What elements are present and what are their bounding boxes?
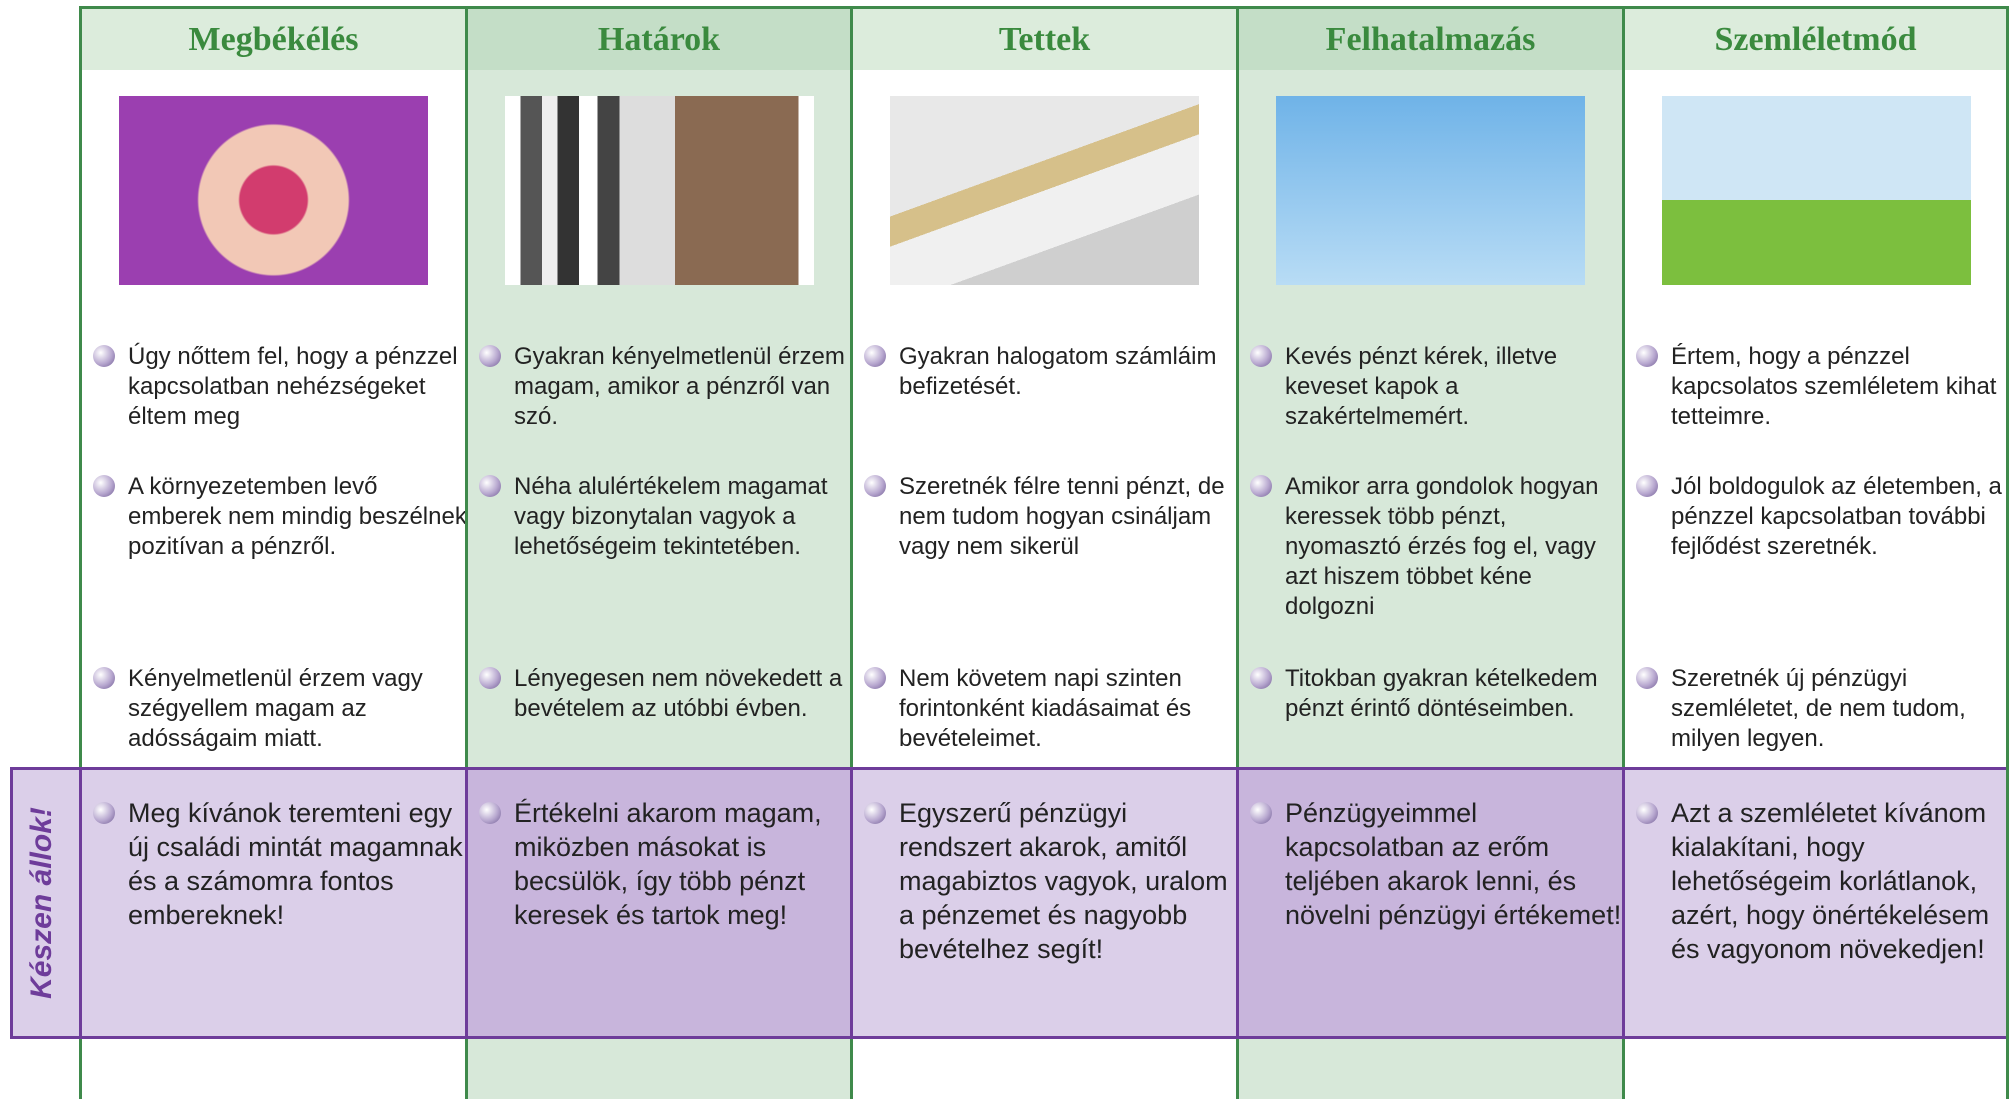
- ready-text: Értékelni akarom magam, miközben másokat…: [479, 796, 854, 932]
- column-image: [1276, 96, 1585, 285]
- ready-label: Pénzügyeimmel kapcsolatban az erőm teljé…: [1285, 798, 1622, 930]
- bullet-text: Néha alulértékelem magamat vagy bizonyta…: [479, 472, 854, 562]
- bullet-icon: [93, 345, 115, 367]
- column-title: Megbékélés: [82, 6, 465, 70]
- bullet-label: Gyakran halogatom számláim befizetését.: [899, 343, 1217, 400]
- bullet-icon: [1636, 667, 1658, 689]
- bullet-icon: [864, 667, 886, 689]
- bullet-text: Úgy nőttem fel, hogy a pénzzel kapcsolat…: [93, 342, 468, 432]
- ready-text: Egyszerű pénzügyi rendszert akarok, amit…: [864, 796, 1239, 966]
- column-title: Szemléletmód: [1625, 6, 2006, 70]
- bullet-icon: [1250, 667, 1272, 689]
- bullet-icon: [93, 667, 115, 689]
- bullet-icon: [93, 802, 115, 824]
- bullet-text: Kevés pénzt kérek, illetve keveset kapok…: [1250, 342, 1625, 432]
- ready-label: Értékelni akarom magam, miközben másokat…: [514, 798, 822, 930]
- ready-text: Meg kívánok teremteni egy új családi min…: [93, 796, 468, 932]
- bullet-text: Gyakran halogatom számláim befizetését.: [864, 342, 1239, 402]
- bullet-icon: [864, 345, 886, 367]
- ready-label: Meg kívánok teremteni egy új családi min…: [128, 798, 463, 930]
- bullet-label: Lényegesen nem növekedett a bevételem az…: [514, 665, 843, 722]
- bullet-text: Szeretnék új pénzügyi szemléletet, de ne…: [1636, 664, 2010, 754]
- bullet-text: Gyakran kényelmetlenül érzem magam, amik…: [479, 342, 854, 432]
- column-image: [890, 96, 1199, 285]
- ready-label: Egyszerű pénzügyi rendszert akarok, amit…: [899, 798, 1228, 964]
- bullet-icon: [864, 802, 886, 824]
- ready-label: Azt a szemléletet kívánom kialakítani, h…: [1671, 798, 1990, 964]
- bullet-icon: [1636, 475, 1658, 497]
- bullet-text: Titokban gyakran kételkedem pénzt érintő…: [1250, 664, 1625, 724]
- column: Megbékélés Úgy nőttem fel, hogy a pénzzel…: [79, 6, 468, 1099]
- ready-text: Pénzügyeimmel kapcsolatban az erőm teljé…: [1250, 796, 1625, 932]
- bullet-icon: [479, 802, 501, 824]
- ready-cell: Értékelni akarom magam, miközben másokat…: [465, 767, 850, 1039]
- column-title: Tettek: [853, 6, 1236, 70]
- ready-cell: Pénzügyeimmel kapcsolatban az erőm teljé…: [1236, 767, 1622, 1039]
- bullet-icon: [479, 345, 501, 367]
- column-image: [1662, 96, 1971, 285]
- bullet-icon: [1250, 802, 1272, 824]
- bullet-label: Amikor arra gondolok hogyan keressek töb…: [1285, 473, 1599, 620]
- side-label-box: Készen állok!: [8, 767, 76, 1039]
- column-image: [505, 96, 814, 285]
- column-title: Felhatalmazás: [1239, 6, 1622, 70]
- bullet-icon: [1636, 802, 1658, 824]
- bullet-label: Értem, hogy a pénzzel kapcsolatos szemlé…: [1671, 343, 1997, 430]
- bullet-label: Gyakran kényelmetlenül érzem magam, amik…: [514, 343, 845, 430]
- column-title: Határok: [468, 6, 850, 70]
- ready-cell: Egyszerű pénzügyi rendszert akarok, amit…: [850, 767, 1236, 1039]
- bullet-label: A környezetemben levő emberek nem mindig…: [128, 473, 467, 560]
- ready-text: Azt a szemléletet kívánom kialakítani, h…: [1636, 796, 2010, 966]
- bullet-text: Értem, hogy a pénzzel kapcsolatos szemlé…: [1636, 342, 2010, 432]
- bullet-icon: [1636, 345, 1658, 367]
- column: Tettek Gyakran halogatom számláim befizet…: [850, 6, 1236, 1099]
- column: Szemléletmód Értem, hogy a pénzzel kapcso…: [1622, 6, 2009, 1099]
- bullet-icon: [479, 475, 501, 497]
- bullet-icon: [93, 475, 115, 497]
- bullet-label: Úgy nőttem fel, hogy a pénzzel kapcsolat…: [128, 343, 458, 430]
- column-image: [119, 96, 428, 285]
- bullet-label: Szeretnék új pénzügyi szemléletet, de ne…: [1671, 665, 1966, 752]
- bullet-text: Szeretnék félre tenni pénzt, de nem tudo…: [864, 472, 1239, 562]
- bullet-text: Kényelmetlenül érzem vagy szégyellem mag…: [93, 664, 468, 754]
- bullet-text: Lényegesen nem növekedett a bevételem az…: [479, 664, 854, 724]
- ready-cell: Azt a szemléletet kívánom kialakítani, h…: [1622, 767, 2006, 1039]
- bullet-text: Amikor arra gondolok hogyan keressek töb…: [1250, 472, 1625, 622]
- bullet-icon: [864, 475, 886, 497]
- side-label: Készen állok!: [25, 807, 58, 999]
- bullet-label: Kevés pénzt kérek, illetve keveset kapok…: [1285, 343, 1558, 430]
- bullet-label: Jól boldogulok az életemben, a pénzzel k…: [1671, 473, 2002, 560]
- bullet-label: Titokban gyakran kételkedem pénzt érintő…: [1285, 665, 1598, 722]
- bullet-text: Jól boldogulok az életemben, a pénzzel k…: [1636, 472, 2010, 562]
- bullet-icon: [1250, 345, 1272, 367]
- ready-cell: Meg kívánok teremteni egy új családi min…: [79, 767, 465, 1039]
- bullet-label: Nem követem napi szinten forintonként ki…: [899, 665, 1192, 752]
- bullet-icon: [1250, 475, 1272, 497]
- bullet-text: Nem követem napi szinten forintonként ki…: [864, 664, 1239, 754]
- bullet-label: Szeretnék félre tenni pénzt, de nem tudo…: [899, 473, 1225, 560]
- bullet-label: Néha alulértékelem magamat vagy bizonyta…: [514, 473, 828, 560]
- bullet-label: Kényelmetlenül érzem vagy szégyellem mag…: [128, 665, 423, 752]
- bullet-text: A környezetemben levő emberek nem mindig…: [93, 472, 468, 562]
- bullet-icon: [479, 667, 501, 689]
